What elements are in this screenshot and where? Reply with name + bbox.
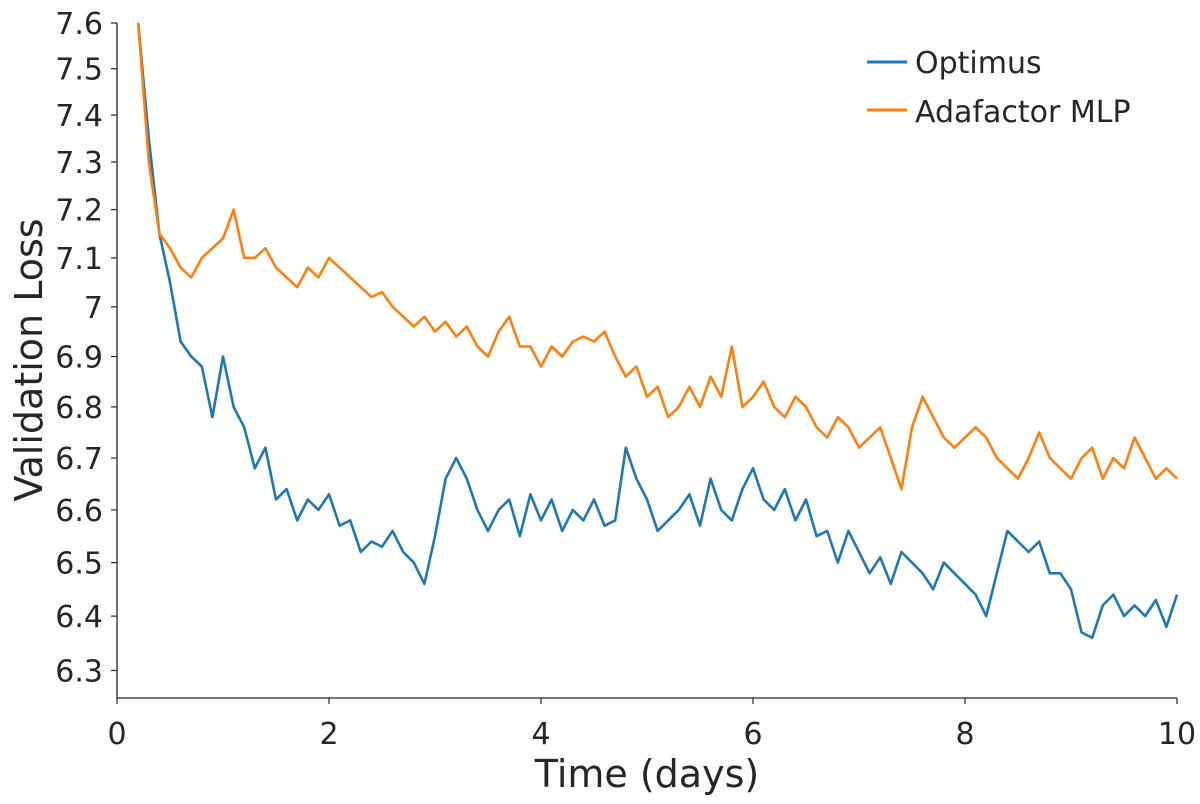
ticks-layer: 0 2 4 6 8 10 6.3 6.4 6.5 6.6 6.7 6.8 6.9 7 7.1 7.2 7.3 7.… [55, 7, 1196, 752]
x-tick-label: 2 [319, 717, 338, 752]
series-line-optimus [136, 22, 1179, 640]
x-tick-label: 10 [1158, 717, 1196, 752]
y-tick-label: 7 [84, 291, 103, 326]
y-axis-label: Validation Loss [7, 218, 51, 501]
y-tick-label: 6.5 [55, 547, 103, 582]
y-tick-label: 7.3 [55, 146, 103, 181]
y-tick-label: 6.9 [55, 341, 103, 376]
y-tick-label: 7.2 [55, 194, 103, 229]
y-tick-label: 6.3 [55, 654, 103, 689]
y-tick-label: 6.8 [55, 391, 103, 426]
x-axis-label: Time (days) [534, 752, 759, 796]
legend: Optimus Adafactor MLP [867, 46, 1131, 130]
y-tick-label: 6.4 [55, 600, 103, 635]
y-tick-label: 7.1 [55, 242, 103, 277]
y-tick-label: 7.5 [55, 53, 103, 88]
x-tick-label: 4 [531, 717, 550, 752]
series-layer [136, 22, 1179, 640]
y-tick-label: 6.6 [55, 494, 103, 529]
legend-label-adafactor-mlp: Adafactor MLP [915, 95, 1131, 130]
y-tick-label: 7.4 [55, 99, 103, 134]
x-tick-label: 8 [955, 717, 974, 752]
series-line-adafactor-mlp [136, 22, 1178, 491]
y-tick-label: 7.6 [55, 7, 103, 42]
legend-label-optimus: Optimus [915, 46, 1042, 81]
x-tick-label: 6 [743, 717, 762, 752]
y-tick-label: 6.7 [55, 442, 103, 477]
x-tick-label: 0 [107, 717, 126, 752]
